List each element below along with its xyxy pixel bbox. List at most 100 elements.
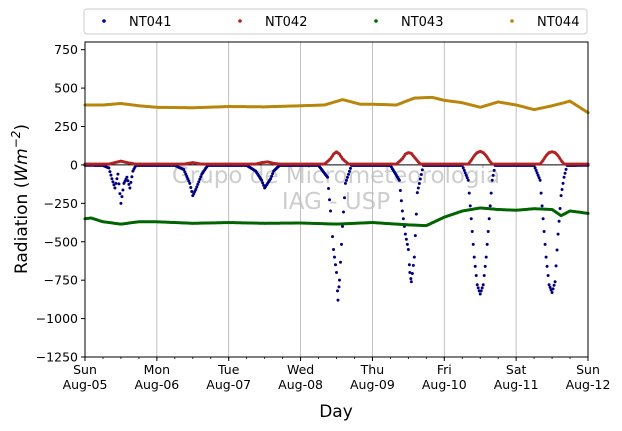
x-tick-day: Tue: [217, 362, 240, 377]
data-point: [483, 264, 487, 268]
data-point: [462, 168, 466, 172]
data-point: [481, 283, 485, 287]
data-point: [413, 234, 417, 238]
data-point: [561, 181, 565, 185]
data-point: [534, 168, 538, 172]
x-tick-date: Aug-06: [134, 377, 179, 392]
data-point: [555, 248, 559, 252]
legend-marker-nt043: [374, 19, 378, 23]
data-point: [118, 192, 122, 196]
legend-label-nt043: NT043: [401, 15, 443, 30]
x-axis-ticks: SunAug-05MonAug-06TueAug-07WedAug-08ThuA…: [63, 357, 610, 392]
data-point: [558, 206, 562, 210]
data-point: [551, 287, 555, 291]
data-point: [120, 195, 124, 199]
legend-label-nt044: NT044: [537, 15, 579, 30]
data-point: [410, 272, 414, 276]
data-point: [409, 277, 413, 281]
data-point: [403, 232, 407, 236]
x-tick-day: Sat: [506, 362, 527, 377]
data-point: [400, 209, 404, 213]
legend: NT041 NT042 NT043 NT044: [83, 8, 588, 35]
data-point: [334, 263, 337, 267]
y-tick-label: −1000: [36, 311, 78, 326]
data-point: [539, 191, 543, 195]
data-point: [490, 178, 494, 182]
data-point: [492, 168, 496, 172]
data-point: [420, 168, 424, 172]
data-point: [199, 175, 203, 179]
data-point: [116, 172, 120, 176]
data-point: [399, 199, 403, 203]
data-point: [414, 212, 418, 216]
x-tick-day: Sun: [576, 362, 600, 377]
data-point: [340, 224, 344, 228]
data-point: [469, 217, 473, 221]
data-point: [461, 166, 465, 170]
data-point: [337, 285, 341, 289]
data-point: [186, 177, 190, 181]
data-point: [401, 217, 405, 221]
data-point: [412, 255, 416, 259]
data-point: [542, 230, 546, 234]
data-point: [345, 175, 349, 179]
y-axis-label-unit: Wm: [12, 148, 32, 181]
x-tick-date: Aug-08: [278, 377, 323, 392]
data-point: [470, 230, 474, 234]
data-point: [335, 270, 338, 274]
x-tick-date: Aug-05: [63, 377, 108, 392]
data-point: [404, 237, 408, 241]
data-point: [480, 286, 484, 290]
data-point: [121, 188, 125, 192]
data-point: [107, 166, 111, 170]
legend-marker-nt041: [102, 19, 106, 23]
data-point: [343, 181, 347, 185]
data-point: [540, 204, 544, 208]
data-point: [336, 298, 340, 302]
series-nt044: [83, 95, 590, 115]
data-point: [560, 188, 564, 192]
x-tick-day: Mon: [144, 362, 170, 377]
data-point: [195, 185, 199, 189]
data-point: [487, 217, 491, 221]
data-point: [326, 175, 330, 179]
data-point: [406, 247, 410, 251]
data-point: [474, 274, 478, 278]
data-point: [332, 247, 336, 251]
data-point: [463, 171, 467, 175]
data-point: [339, 242, 343, 246]
grid-lines: [156, 42, 517, 357]
x-tick-day: Fri: [437, 362, 452, 377]
data-point: [341, 210, 345, 214]
data-point: [188, 181, 192, 185]
data-point: [533, 166, 537, 170]
data-point: [548, 285, 552, 289]
x-tick-date: Aug-11: [494, 377, 539, 392]
data-point: [197, 180, 201, 184]
y-tick-label: 750: [54, 42, 78, 57]
legend-marker-nt044: [510, 19, 514, 23]
data-point: [464, 173, 468, 177]
watermark-line1: Grupo de Micrometeorologia: [172, 163, 500, 189]
data-point: [418, 177, 422, 181]
data-point: [187, 179, 191, 183]
data-point: [554, 264, 558, 268]
data-point: [327, 186, 331, 190]
data-point: [475, 283, 479, 287]
data-point: [117, 182, 121, 186]
data-point: [485, 242, 489, 246]
data-point: [347, 169, 351, 173]
data-point: [130, 175, 134, 179]
data-point: [484, 255, 488, 259]
data-point: [407, 263, 411, 267]
data-point: [486, 230, 490, 234]
data-point: [544, 255, 548, 259]
y-tick-label: −750: [44, 273, 78, 288]
data-point: [348, 166, 352, 170]
data-point: [269, 177, 273, 181]
data-point: [541, 217, 545, 221]
y-tick-label: −500: [44, 234, 78, 249]
data-point: [482, 274, 486, 278]
y-tick-label: 250: [54, 119, 78, 134]
data-point: [479, 289, 483, 293]
